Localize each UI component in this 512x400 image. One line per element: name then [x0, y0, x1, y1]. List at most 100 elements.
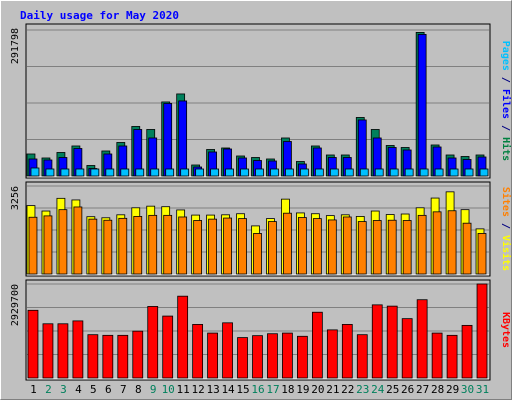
bar-visits-sites-day-3: [58, 209, 68, 275]
bar-visits-sites-day-24: [372, 220, 382, 275]
bar-kbytes-kbytes-day-7: [117, 334, 129, 379]
bar-visits-sites-day-28: [432, 211, 442, 275]
bar-kbytes-kbytes-day-10: [162, 315, 174, 379]
bar-visits-sites-day-26: [402, 220, 412, 275]
bar-hits-pages-day-24: [374, 168, 384, 177]
bar-visits-sites-day-15: [238, 218, 247, 275]
x-tick-label: 2: [45, 383, 52, 396]
x-tick-label: 7: [120, 383, 127, 396]
bar-kbytes-kbytes-day-21: [326, 329, 338, 379]
bar-visits-sites-day-18: [283, 212, 292, 275]
bar-visits-sites-day-25: [387, 219, 397, 275]
ylabel-part: Hits: [500, 137, 512, 161]
panel-visits-max-label: 3256: [10, 186, 21, 210]
bar-hits-pages-day-17: [270, 168, 279, 177]
x-tick-label: 9: [150, 383, 157, 396]
bar-kbytes-kbytes-day-17: [267, 333, 278, 379]
bar-visits-sites-day-7: [118, 217, 128, 275]
bar-visits-sites-day-27: [417, 214, 427, 275]
x-tick-label: 24: [371, 383, 385, 396]
bar-visits-sites-day-19: [298, 217, 307, 275]
x-tick-label: 14: [221, 383, 235, 396]
x-tick-label: 31: [476, 383, 489, 396]
bar-visits-sites-day-23: [357, 221, 367, 275]
ylabel-part: Sites: [500, 187, 512, 217]
bar-kbytes-kbytes-day-20: [311, 311, 323, 379]
bar-kbytes-kbytes-day-4: [72, 320, 84, 379]
bar-hits-pages-day-22: [344, 168, 354, 177]
x-tick-label: 23: [356, 383, 369, 396]
bar-kbytes-kbytes-day-22: [341, 324, 353, 379]
bar-visits-sites-day-5: [88, 218, 98, 275]
x-tick-label: 16: [251, 383, 264, 396]
bar-hits-pages-day-18: [285, 168, 294, 177]
x-tick-label: 29: [446, 383, 459, 396]
bar-visits-sites-day-29: [447, 210, 457, 275]
x-tick-label: 10: [162, 383, 175, 396]
panel-visits-ylabel: Sites / Visits: [500, 187, 512, 271]
x-tick-label: 25: [386, 383, 399, 396]
x-tick-label: 21: [326, 383, 339, 396]
bar-visits-sites-day-16: [253, 233, 262, 275]
x-tick-label: 30: [461, 383, 474, 396]
bar-hits-pages-day-15: [240, 168, 249, 177]
bar-kbytes-kbytes-day-5: [87, 334, 99, 379]
bar-visits-sites-day-31: [477, 233, 487, 275]
x-tick-label: 15: [236, 383, 249, 396]
bar-hits-pages-day-4: [75, 168, 85, 177]
x-tick-label: 5: [90, 383, 97, 396]
bar-visits-sites-day-2: [43, 215, 53, 275]
panel-kbytes-max-label: 2929700: [10, 284, 21, 326]
bar-hits-pages-day-7: [120, 168, 130, 177]
ylabel-part: Pages: [500, 41, 511, 71]
bar-kbytes-kbytes-day-29: [446, 334, 458, 379]
bar-hits-pages-day-20: [314, 168, 324, 177]
x-tick-label: 27: [416, 383, 429, 396]
bar-kbytes-kbytes-day-27: [416, 299, 428, 379]
bar-hits-pages-day-9: [150, 168, 160, 177]
bar-hits-pages-day-13: [210, 168, 219, 177]
bar-visits-sites-day-6: [103, 219, 113, 275]
ylabel-part: KBytes: [500, 312, 511, 348]
bar-visits-sites-day-30: [462, 222, 472, 275]
bar-hits-pages-day-27: [419, 168, 429, 177]
bar-kbytes-kbytes-day-18: [282, 332, 293, 379]
bar-hits-pages-day-26: [404, 168, 414, 177]
bar-hits-pages-day-8: [135, 168, 145, 177]
x-tick-label: 13: [206, 383, 219, 396]
ylabel-part: /: [500, 119, 511, 137]
bar-kbytes-kbytes-day-28: [431, 332, 443, 379]
panel-hits-max-label: 291798: [10, 28, 21, 64]
ylabel-part: /: [500, 71, 511, 89]
x-tick-label: 28: [431, 383, 444, 396]
bar-hits-pages-day-31: [479, 168, 489, 177]
bar-hits-pages-day-6: [105, 168, 115, 177]
x-tick-label: 4: [75, 383, 82, 396]
x-tick-label: 1: [30, 383, 37, 396]
x-tick-label: 17: [266, 383, 279, 396]
bar-kbytes-kbytes-day-8: [132, 330, 144, 379]
x-tick-label: 22: [341, 383, 354, 396]
bar-kbytes-kbytes-day-13: [207, 332, 218, 379]
bar-hits-pages-day-21: [329, 168, 339, 177]
chart-title: Daily usage for May 2020: [20, 9, 179, 22]
bar-visits-sites-day-12: [193, 220, 203, 275]
bar-hits-pages-day-5: [90, 168, 100, 177]
bar-hits-pages-day-12: [195, 168, 205, 177]
bar-visits-sites-day-11: [178, 216, 188, 275]
x-tick-label: 6: [105, 383, 112, 396]
bar-hits-pages-day-2: [45, 168, 55, 177]
ylabel-part: Visits: [500, 235, 512, 271]
bar-kbytes-kbytes-day-23: [356, 334, 368, 379]
x-tick-label: 3: [60, 383, 67, 396]
bar-hits-pages-day-30: [464, 168, 474, 177]
bar-hits-files-day-10: [163, 103, 173, 177]
bar-hits-pages-day-16: [255, 168, 264, 177]
bar-visits-sites-day-9: [148, 214, 158, 275]
panel-kbytes-ylabel: KBytes: [500, 312, 511, 348]
bar-kbytes-kbytes-day-19: [297, 335, 308, 379]
x-tick-label: 20: [311, 383, 324, 396]
bar-kbytes-kbytes-day-2: [42, 323, 54, 379]
